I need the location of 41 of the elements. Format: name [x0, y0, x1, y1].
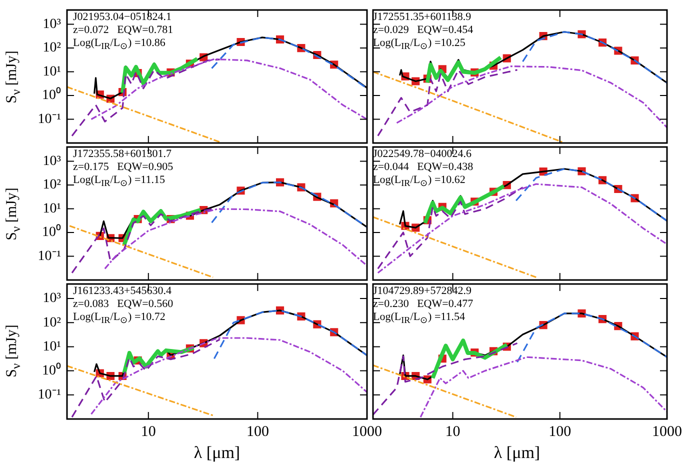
- y-tick-label: 10⁰: [42, 224, 61, 240]
- annotation: z=0.230 EQW=0.477: [373, 298, 474, 311]
- annotation: J172551.35+601138.9: [373, 11, 472, 24]
- annotation: z=0.044 EQW=0.438: [373, 161, 474, 174]
- y-tick-label: 10¹: [42, 64, 61, 80]
- y-tick-label: 10⁰: [42, 362, 61, 378]
- x-axis-title: λ [μm]: [494, 443, 540, 463]
- annotation: Log(L$_{IR}$/L$_{⊙}$) =11.54: [373, 311, 466, 328]
- y-tick-label: 10²: [42, 40, 61, 56]
- y-tick-label: 10³: [42, 291, 61, 306]
- x-tick-label: 100: [246, 424, 269, 440]
- y-tick-label: 10¹: [42, 339, 61, 354]
- annotation: z=0.072 EQW=0.781: [73, 24, 174, 37]
- y-tick-label: 10³: [42, 154, 61, 169]
- y-tick-label: 10³: [42, 16, 61, 32]
- y-tick-label: 10²: [42, 315, 61, 330]
- annotation: J022549.78−040024.6: [373, 148, 472, 161]
- y-tick-label: 10⁻¹: [38, 112, 61, 127]
- annotation: Log(L$_{IR}$/L$_{⊙}$) =11.15: [73, 174, 166, 190]
- annotation: J172355.58+601301.7: [73, 148, 172, 161]
- annotation: Log(L$_{IR}$/L$_{⊙}$) =10.62: [373, 174, 466, 190]
- annotation: z=0.029 EQW=0.454: [373, 24, 474, 37]
- annotation: J161233.43+545630.4: [73, 285, 172, 298]
- x-tick-label: 1000: [652, 424, 682, 440]
- annotation: J021953.04−051824.1: [73, 11, 172, 24]
- annotation: Log(L$_{IR}$/L$_{⊙}$) =10.25: [373, 37, 466, 54]
- x-tick-label: 100: [548, 424, 572, 440]
- annotation: z=0.175 EQW=0.905: [73, 161, 174, 174]
- x-tick-label: 1000: [352, 424, 382, 440]
- y-tick-label: 10⁻¹: [38, 388, 61, 403]
- annotation: Log(L$_{IR}$/L$_{⊙}$) =10.72: [73, 311, 166, 328]
- annotation: z=0.083 EQW=0.560: [73, 298, 174, 311]
- annotation: J104729.89+572842.9: [373, 285, 472, 298]
- x-axis-title: λ [μm]: [194, 443, 240, 463]
- x-tick-label: 10: [445, 424, 460, 440]
- y-tick-label: 10⁰: [42, 87, 61, 104]
- y-tick-label: 10⁻¹: [38, 248, 61, 264]
- x-tick-label: 10: [140, 424, 156, 440]
- y-tick-label: 10²: [42, 178, 61, 193]
- y-tick-label: 10¹: [42, 201, 61, 216]
- annotation: Log(L$_{IR}$/L$_{⊙}$) =10.86: [73, 37, 166, 54]
